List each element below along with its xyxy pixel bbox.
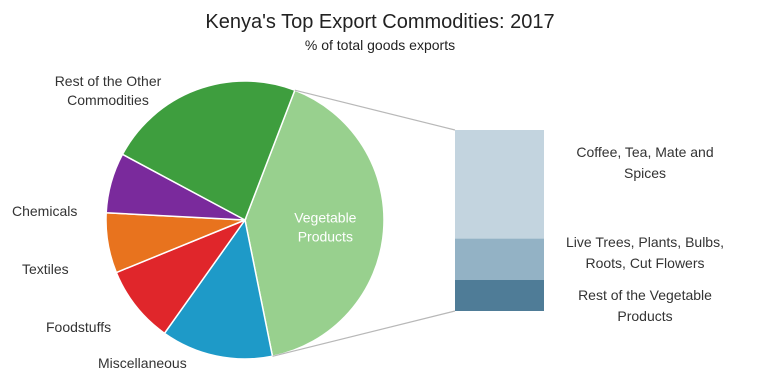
slice-label-textiles: Textiles <box>22 261 69 277</box>
pie-slices <box>105 80 385 360</box>
chart-subtitle: % of total goods exports <box>305 37 455 53</box>
pie-slice-miscellaneous <box>163 218 274 360</box>
slice-label-chemicals: Chemicals <box>12 203 77 219</box>
pie-slice-vegetable-products <box>244 89 385 358</box>
connector-bottom <box>272 310 456 357</box>
breakdown-stack <box>455 130 544 311</box>
slice-label-foodstuffs: Foodstuffs <box>46 319 111 335</box>
chart-labels: Vegetable Products Miscellaneous Foodstuffs… <box>12 73 724 371</box>
connector-top <box>294 89 456 131</box>
breakdown-label-coffee-tea-mate-and-spices: Coffee, Tea, Mate and Spices <box>576 144 713 181</box>
pie-slice-foodstuffs <box>115 218 248 335</box>
breakdown-label-live-trees-plants-bulbs-roots-cut-flowers: Live Trees, Plants, Bulbs, Roots, Cut Flo… <box>566 234 724 271</box>
chart-title: Kenya's Top Export Commodities: 2017 <box>205 11 554 33</box>
slice-label-miscellaneous: Miscellaneous <box>98 355 187 371</box>
breakdown-segment-rest-of-the-vegetable-products <box>455 279 544 311</box>
slice-label-vegetable-products: Vegetable Products <box>294 210 356 245</box>
slice-label-rest-of-the-other-commodities: Rest of the Other Commodities <box>55 73 162 108</box>
pie-slice-rest-of-the-other-commodities <box>121 80 296 222</box>
breakdown-connectors <box>272 89 456 357</box>
breakdown-segment-live-trees-plants-bulbs-roots-cut-flowers <box>455 238 544 280</box>
breakdown-segment-coffee-tea-mate-and-spices <box>455 130 544 239</box>
breakdown-label-rest-of-the-vegetable-products: Rest of the Vegetable Products <box>578 287 712 324</box>
